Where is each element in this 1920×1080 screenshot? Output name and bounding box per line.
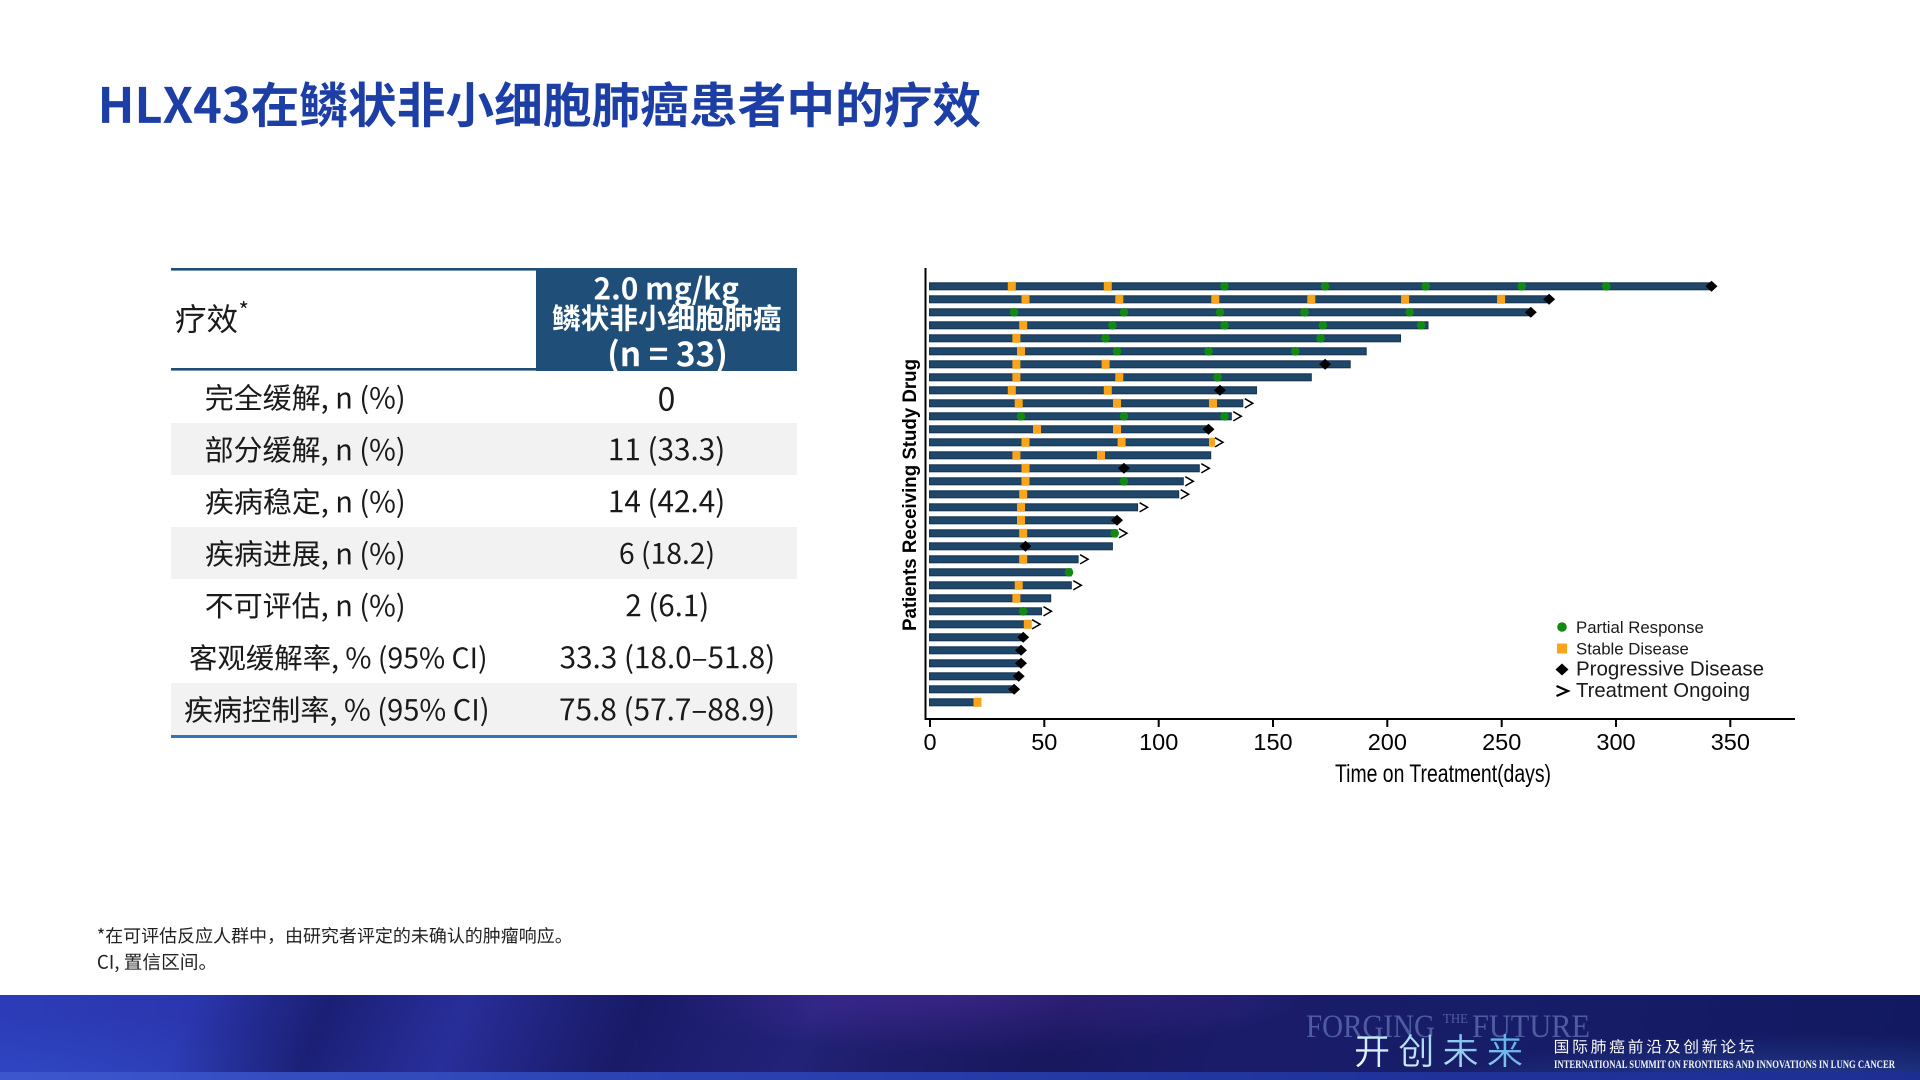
svg-text:150: 150 xyxy=(1253,729,1292,755)
svg-text:Treatment Ongoing: Treatment Ongoing xyxy=(1576,680,1750,702)
svg-text:Patients Receiving Study Drug: Patients Receiving Study Drug xyxy=(900,359,921,631)
svg-text:200: 200 xyxy=(1368,729,1407,755)
svg-text:Partial Response: Partial Response xyxy=(1576,618,1704,637)
svg-text:THE: THE xyxy=(1443,1012,1468,1027)
svg-text:FUTURE: FUTURE xyxy=(1472,1009,1590,1045)
svg-text:0: 0 xyxy=(923,729,936,755)
svg-text:Stable Disease: Stable Disease xyxy=(1576,640,1689,659)
svg-text:300: 300 xyxy=(1596,729,1635,755)
svg-text:FORGING: FORGING xyxy=(1306,1009,1435,1045)
svg-text:250: 250 xyxy=(1482,729,1521,755)
svg-text:INTERNATIONAL SUMMIT ON FRONTI: INTERNATIONAL SUMMIT ON FRONTIERS AND IN… xyxy=(1554,1057,1895,1071)
svg-text:Time on Treatment(days): Time on Treatment(days) xyxy=(1335,760,1551,788)
svg-text:100: 100 xyxy=(1139,729,1178,755)
svg-text:Progressive Disease: Progressive Disease xyxy=(1576,658,1764,681)
svg-text:50: 50 xyxy=(1031,729,1057,755)
svg-text:350: 350 xyxy=(1711,729,1750,755)
